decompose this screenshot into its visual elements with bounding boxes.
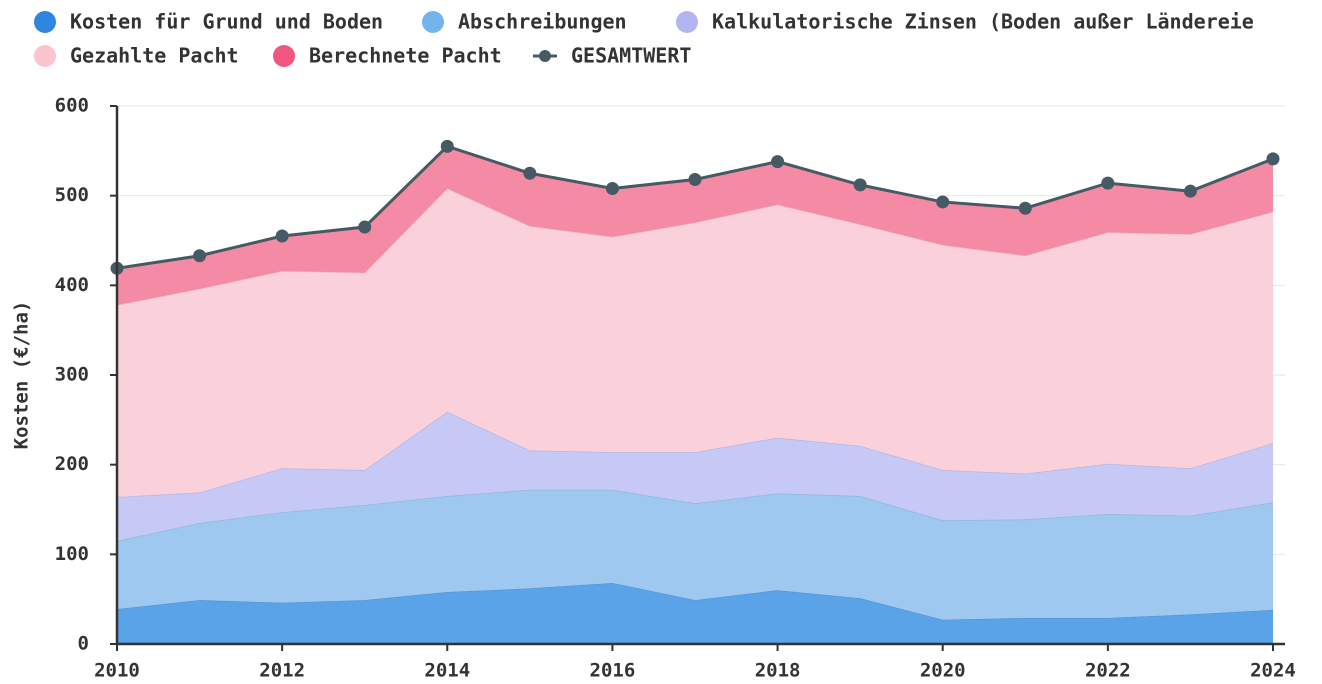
y-tick-label: 300 (55, 364, 89, 386)
x-tick-label: 2010 (94, 660, 140, 682)
x-tick-label: 2014 (424, 660, 470, 682)
area (117, 489, 1273, 620)
point (1266, 152, 1280, 166)
y-tick-label: 100 (55, 543, 89, 565)
point (1018, 201, 1032, 215)
legend-swatch (34, 45, 56, 67)
x-tick-label: 2018 (755, 660, 801, 682)
legend-swatch (34, 11, 56, 33)
point (193, 249, 207, 263)
legend-label: Abschreibungen (458, 10, 627, 34)
y-tick-label: 600 (55, 95, 89, 117)
legend-label: Kalkulatorische Zinsen (Boden außer Länd… (712, 10, 1254, 34)
area (117, 583, 1273, 644)
point (523, 166, 537, 180)
point (275, 229, 289, 243)
point (1101, 176, 1115, 190)
legend-label: GESAMTWERT (571, 44, 691, 68)
y-tick-label: 400 (55, 274, 89, 296)
legend-label: Kosten für Grund und Boden (70, 10, 383, 34)
legend: Kosten für Grund und Boden Abschreibungen… (34, 10, 1254, 68)
x-tick-label: 2016 (590, 660, 636, 682)
legend-swatch (422, 11, 444, 33)
point (1183, 184, 1197, 198)
y-tick-label: 200 (55, 453, 89, 475)
legend-swatch (273, 45, 295, 67)
area (117, 188, 1273, 497)
y-tick-label: 500 (55, 184, 89, 206)
point (688, 173, 702, 187)
y-tick-label: 0 (78, 633, 89, 655)
legend-swatch (676, 11, 698, 33)
point (853, 178, 867, 192)
point (771, 155, 785, 169)
legend-swatch (539, 50, 551, 62)
y-axis-label: Kosten (€/ha) (11, 301, 33, 450)
x-tick-label: 2024 (1250, 660, 1296, 682)
point (358, 220, 372, 234)
legend-label: Berechnete Pacht (309, 44, 502, 68)
x-tick-label: 2012 (259, 660, 305, 682)
legend-label: Gezahlte Pacht (70, 44, 239, 68)
point (936, 195, 950, 209)
area-edge (116, 187, 1274, 306)
area (117, 146, 1273, 306)
point (440, 139, 454, 153)
x-tick-label: 2022 (1085, 660, 1131, 682)
x-tick-label: 2020 (920, 660, 966, 682)
point (605, 181, 619, 195)
area (117, 411, 1273, 541)
plot-area (110, 105, 1285, 645)
